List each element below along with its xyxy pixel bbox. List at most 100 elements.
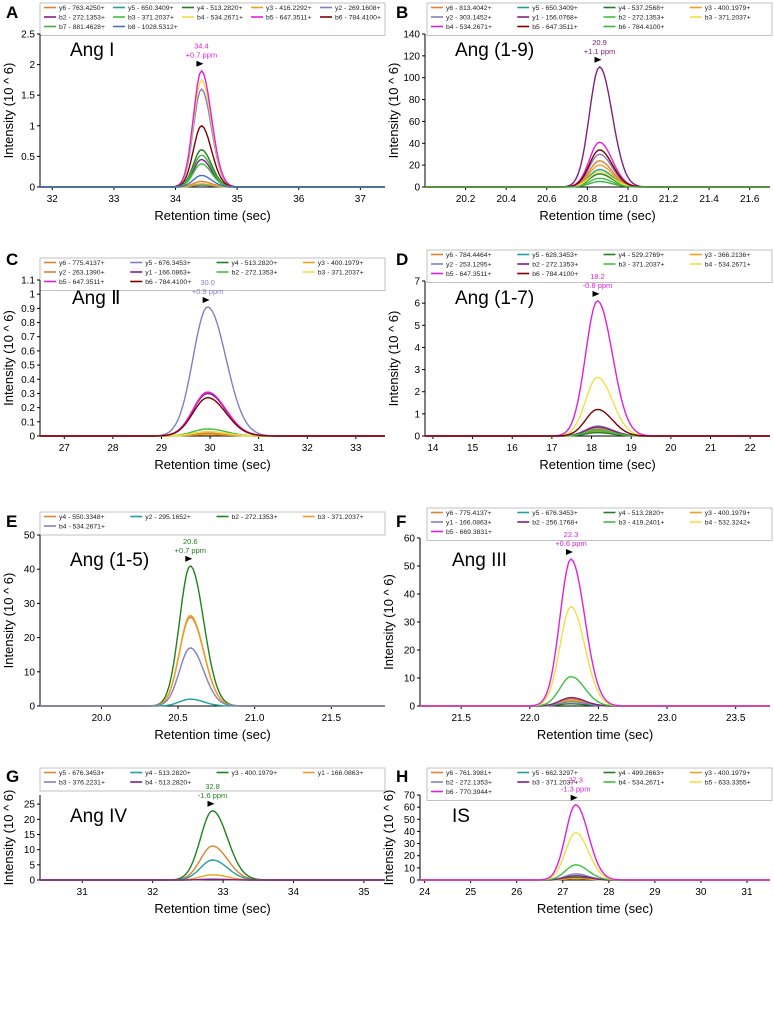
legend-entry: y4 - 513.2820+ [197,5,243,12]
y-tick-label: 40 [404,827,416,838]
y-tick-label: 1.1 [21,276,35,287]
legend-entry: y3 - 400.1979+ [705,510,751,517]
legend-entry: y5 - 676.3453+ [532,510,578,517]
peak-ppm-label: +0.7 ppm [186,51,217,60]
series-line [40,859,385,881]
legend-entry: b3 - 371.2037+ [705,15,751,22]
y-tick-label: 5 [414,321,420,332]
y-tick-label: 0.8 [21,318,35,329]
peak-ppm-label: +0.9 ppm [192,287,223,296]
x-tick-label: 31 [741,887,753,898]
legend-entry: y5 - 650.3409+ [532,5,578,12]
legend-entry: b2 - 272.1353+ [532,262,578,269]
x-tick-label: 21.6 [740,194,760,205]
y-tick-label: 40 [404,590,416,601]
legend-entry: b4 - 532.3242+ [705,520,751,527]
legend-entry: b2 - 272.1353+ [446,780,492,787]
y-tick-label: 0.5 [21,361,35,372]
y-tick-label: 70 [404,791,416,802]
legend-entry: y2 - 253.1295+ [446,262,492,269]
legend-entry: y3 - 400.1979+ [318,260,364,267]
y-tick-label: 80 [409,95,421,106]
x-tick-label: 23.0 [657,713,677,724]
x-tick-label: 21 [705,443,717,454]
legend-frame [39,2,386,36]
legend-entry: y4 - 537.2568+ [619,5,665,12]
peak-marker-icon [196,60,204,67]
x-tick-label: 30 [205,443,217,454]
y-tick-label: 0.2 [21,403,35,414]
series-line [40,647,385,707]
legend-entry: b2 - 272.1353+ [619,15,665,22]
peak-time-label: 20.6 [183,537,198,546]
analyte-name: Ang IV [70,806,127,827]
y-tick-label: 25 [24,800,36,811]
peak-ppm-label: +1.1 ppm [584,47,615,56]
legend-entry: b3 - 371.2037+ [619,262,665,269]
x-tick-label: 24 [419,887,431,898]
y-tick-label: 0.7 [21,332,35,343]
legend-entry: y3 - 400.1979+ [705,770,751,777]
y-axis-title: Intensity (10 ^ 6) [1,310,16,406]
peak-marker-icon [570,794,578,801]
legend-entry: y2 - 269.1608+ [335,5,381,12]
series-line [425,141,770,188]
y-tick-label: 60 [404,803,416,814]
peak-time-label: 22.3 [564,530,579,539]
panel-letter: F [396,512,406,531]
x-axis-title: Retention time (sec) [537,901,653,916]
y-tick-label: 4 [414,343,420,354]
x-tick-label: 32 [302,443,314,454]
x-tick-label: 27 [557,887,569,898]
legend-entry: y3 - 416.2292+ [266,5,312,12]
y-tick-label: 10 [404,863,416,874]
x-tick-label: 32 [47,194,59,205]
x-tick-label: 35 [358,887,370,898]
legend-entry: y5 - 662.3297+ [532,770,578,777]
legend-entry: b4 - 534.2671+ [59,524,105,531]
x-tick-label: 20.8 [578,194,598,205]
peak-marker-icon [202,296,210,303]
x-tick-label: 33 [350,443,362,454]
y-tick-label: 0.3 [21,389,35,400]
y-tick-label: 1 [414,409,420,420]
legend-entry: b2 - 272.1353+ [232,514,278,521]
y-axis-title: Intensity (10 ^ 6) [1,790,16,886]
legend-entry: b3 - 371.2037+ [532,780,578,787]
analyte-name: Ang I [70,40,114,61]
x-tick-label: 14 [427,443,439,454]
y-axis-title: Intensity (10 ^ 6) [386,311,401,407]
legend-entry: b6 - 784.4100+ [335,15,381,22]
panel-letter: H [396,767,408,786]
y-tick-label: 2 [414,387,420,398]
y-tick-label: 0 [409,702,415,713]
legend-entry: y5 - 676.3453+ [145,260,191,267]
x-tick-label: 37 [355,194,367,205]
legend-entry: y1 - 166.0863+ [318,770,364,777]
legend-entry: y4 - 499.2663+ [619,770,665,777]
peak-marker-icon [565,549,573,555]
legend-entry: b4 - 534.2671+ [619,780,665,787]
y-tick-label: 140 [403,30,420,41]
legend-entry: b3 - 376.2231+ [59,780,105,787]
y-tick-label: 40 [24,565,36,576]
y-tick-label: 50 [404,562,416,573]
y-tick-label: 30 [404,839,416,850]
y-tick-label: 10 [24,845,36,856]
legend-entry: y2 - 263.1390+ [59,270,105,277]
y-tick-label: 2.5 [21,30,35,41]
y-axis-title: Intensity (10 ^ 6) [386,63,401,159]
analyte-name: Ang (1-5) [70,550,149,571]
x-axis-title: Retention time (sec) [154,727,270,742]
y-tick-label: 120 [403,51,420,62]
legend-entry: y6 - 775.4137+ [446,510,492,517]
peak-time-label: 34.4 [194,42,209,51]
x-axis-title: Retention time (sec) [539,208,655,223]
series-line [425,180,770,188]
legend-entry: y2 - 303.1452+ [446,15,492,22]
x-tick-label: 17 [546,443,558,454]
